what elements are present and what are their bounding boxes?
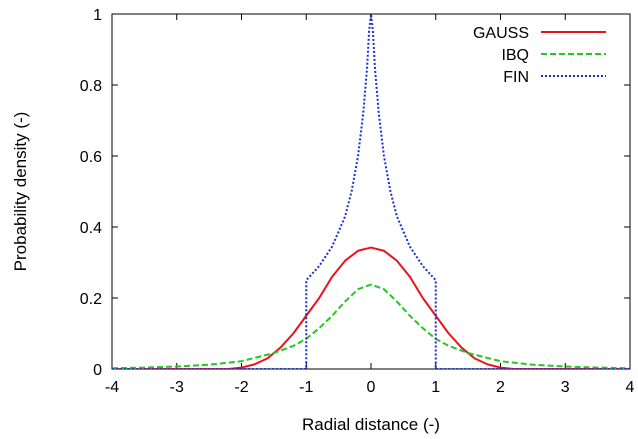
x-tick-label: 4 — [626, 379, 635, 396]
series-layer — [112, 13, 630, 369]
series-fin-line — [112, 13, 630, 369]
y-tick-label: 0.4 — [80, 220, 102, 237]
x-tick-label: -1 — [299, 379, 313, 396]
series-ibq-line — [112, 283, 630, 369]
legend-label-fin: FIN — [503, 69, 529, 86]
x-tick-label: 2 — [496, 379, 505, 396]
plot-frame — [111, 13, 631, 370]
x-axis-label: Radial distance (-) — [302, 415, 440, 434]
y-tick-label: 0.8 — [80, 78, 102, 95]
x-tick-label: -4 — [105, 379, 119, 396]
legend-label-ibq: IBQ — [501, 47, 529, 64]
x-tick-label: 3 — [561, 379, 570, 396]
x-tick-label: -2 — [234, 379, 248, 396]
y-tick-label: 1 — [93, 7, 102, 24]
legend: GAUSS IBQ FIN — [473, 25, 606, 86]
y-tick-label: 0 — [93, 362, 102, 379]
legend-label-gauss: GAUSS — [473, 25, 529, 42]
axis-ticks: -4 -3 -2 -1 0 1 2 3 4 0 0.2 0.4 0.6 0.8 1 — [80, 7, 635, 396]
y-tick-label: 0.6 — [80, 149, 102, 166]
series-gauss-line — [112, 246, 630, 369]
y-tick-label: 0.2 — [80, 291, 102, 308]
y-axis-label: Probability density (-) — [11, 112, 30, 272]
x-tick-label: 1 — [431, 379, 440, 396]
x-tick-label: -3 — [170, 379, 184, 396]
x-tick-label: 0 — [367, 379, 376, 396]
